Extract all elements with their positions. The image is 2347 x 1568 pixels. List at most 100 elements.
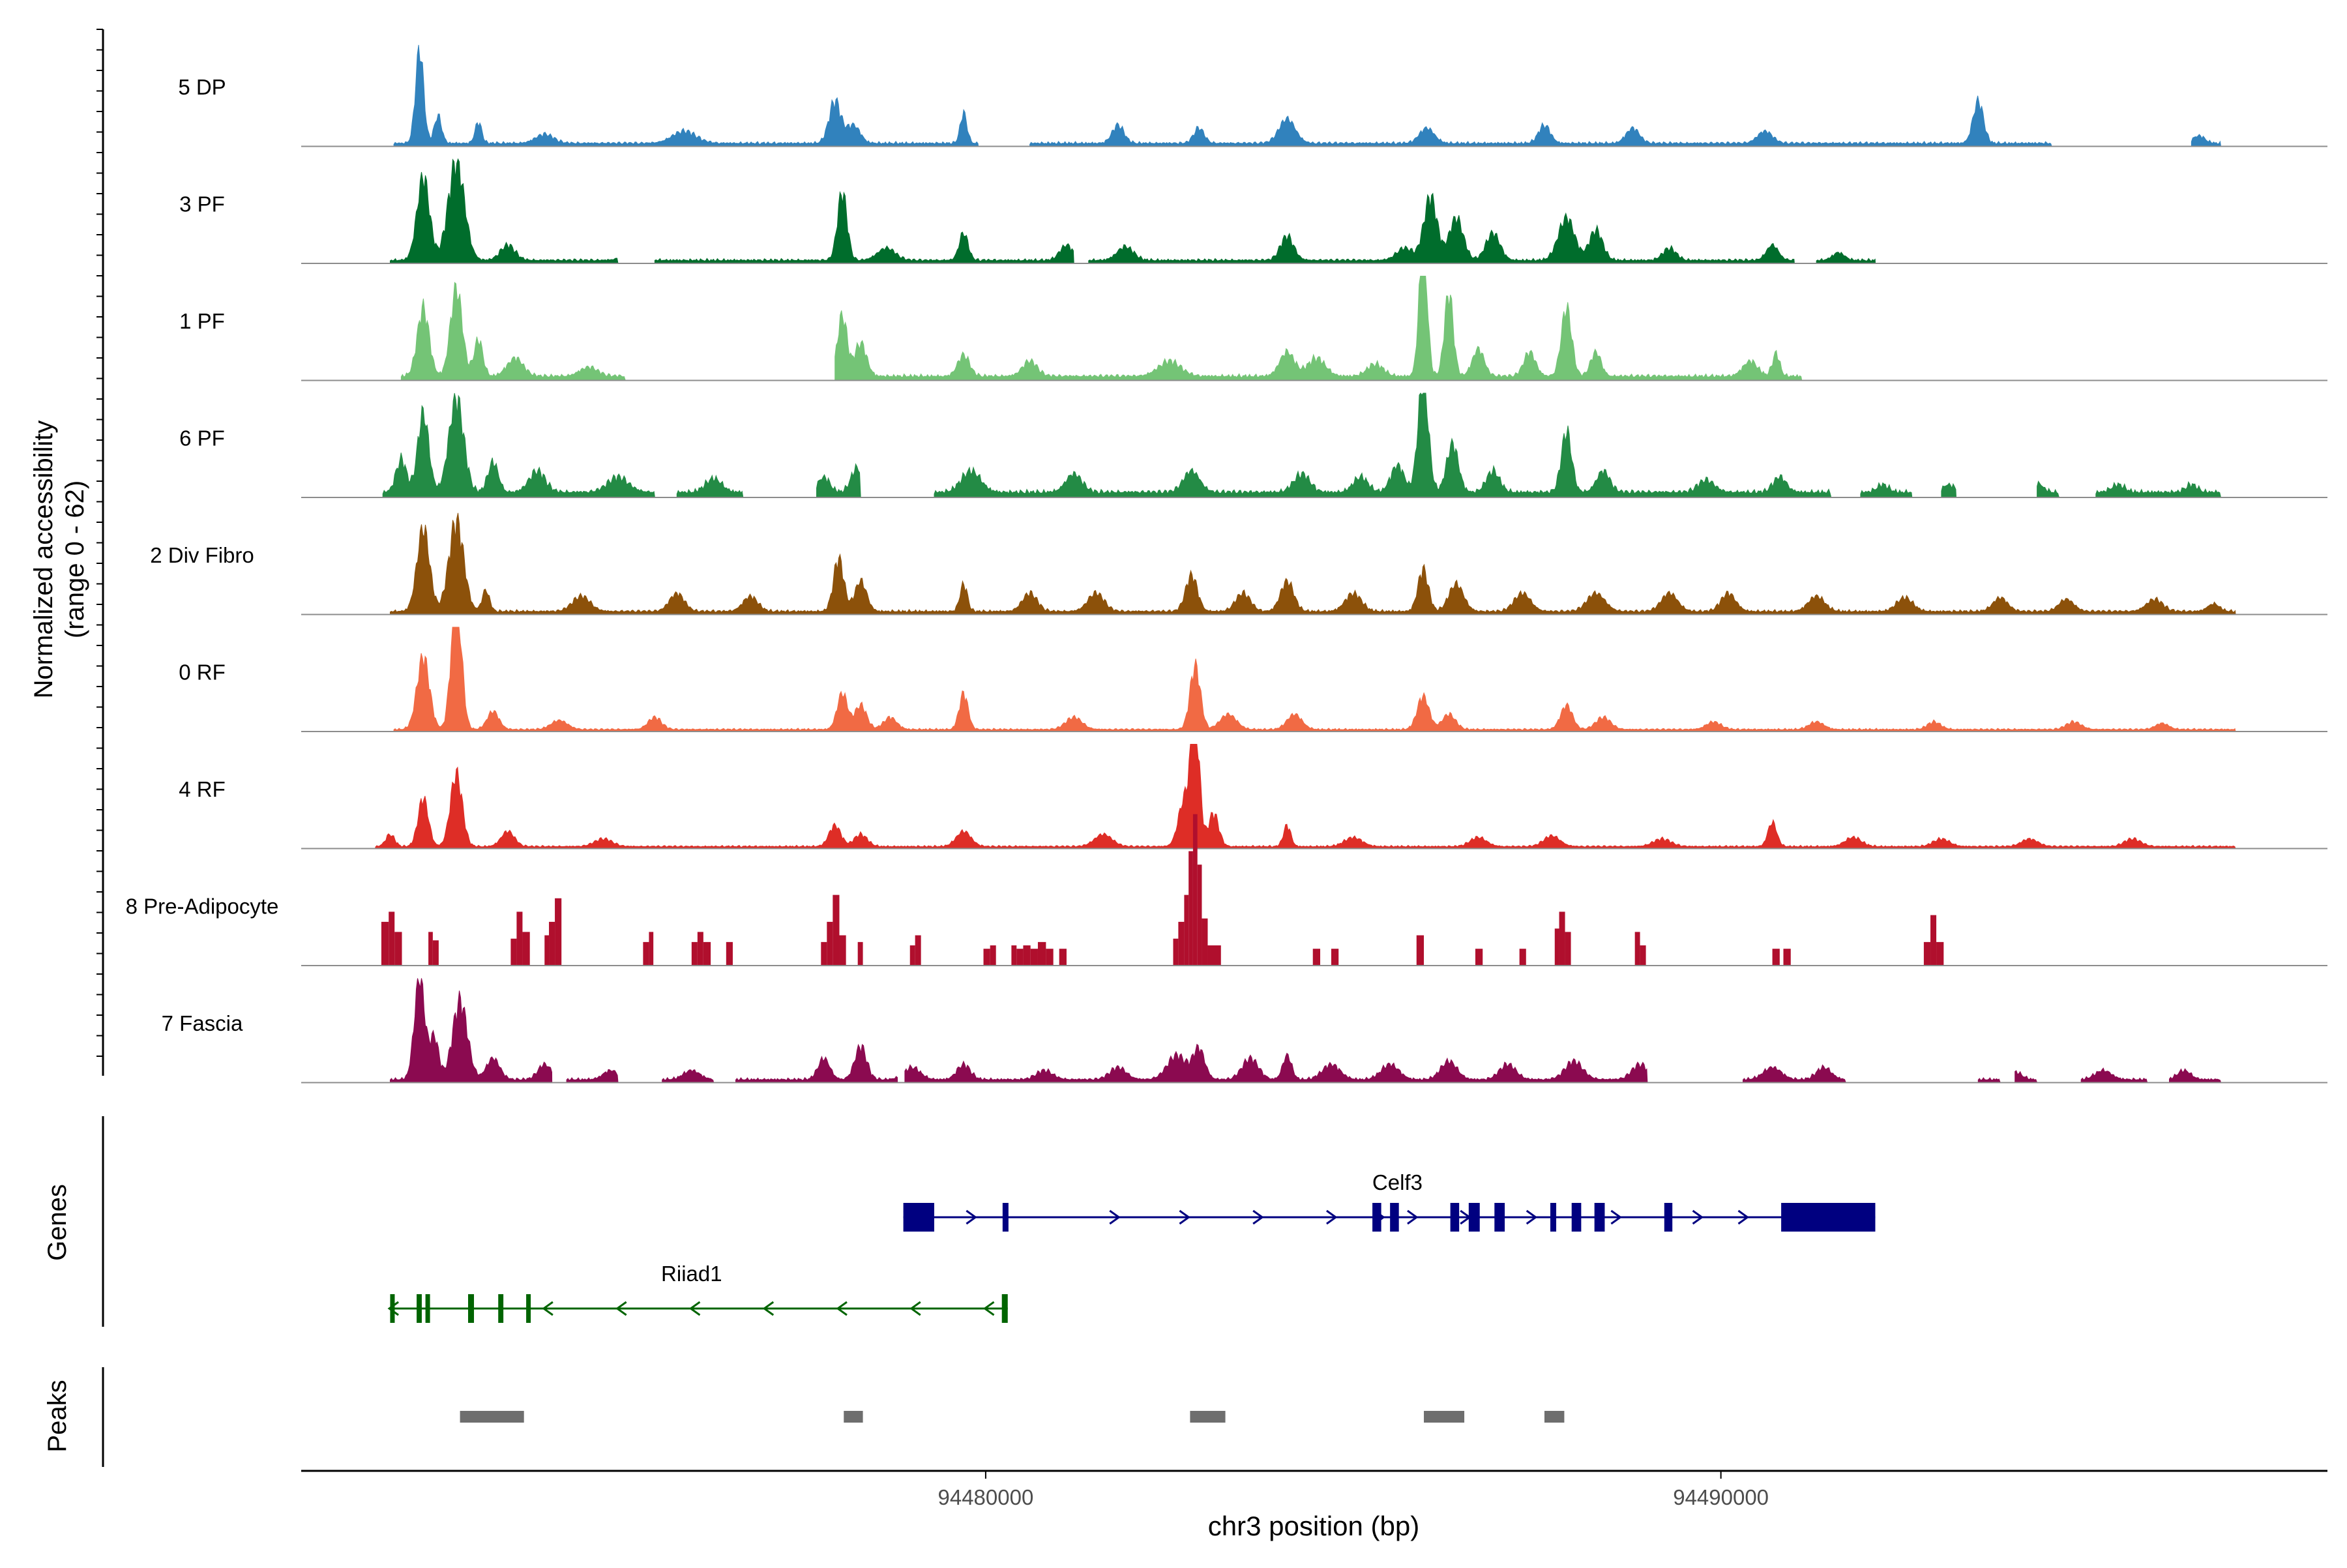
strand-arrow bbox=[615, 1301, 627, 1316]
gene-exon bbox=[1494, 1203, 1505, 1232]
coverage-bar bbox=[432, 940, 439, 966]
coverage-area bbox=[2169, 1068, 2222, 1083]
coverage-area bbox=[676, 474, 744, 498]
peak-track bbox=[460, 1411, 1565, 1423]
track-label: 6 PF bbox=[179, 426, 225, 451]
peak-region bbox=[844, 1411, 863, 1423]
coverage-bar bbox=[1936, 941, 1944, 966]
strand-arrow bbox=[1407, 1209, 1419, 1225]
gene-exon bbox=[1781, 1203, 1876, 1232]
coverage-track: 6 PF bbox=[179, 392, 2327, 498]
coverage-bar bbox=[1930, 915, 1937, 966]
strand-arrow bbox=[903, 1209, 915, 1225]
coverage-bar bbox=[1772, 949, 1780, 966]
gene-exon bbox=[1372, 1203, 1381, 1232]
coverage-bar bbox=[821, 941, 827, 966]
coverage-bar bbox=[549, 921, 555, 966]
coverage-bar bbox=[389, 911, 395, 966]
gene-exon bbox=[1468, 1203, 1480, 1232]
gene-exon bbox=[1002, 1203, 1009, 1232]
coverage-area bbox=[904, 1043, 1648, 1083]
track-label: 0 RF bbox=[179, 660, 226, 685]
coverage-area bbox=[2191, 134, 2222, 147]
gene-model: Riiad1 bbox=[387, 1262, 1008, 1323]
strand-arrow bbox=[688, 1301, 701, 1316]
coverage-bar bbox=[649, 932, 654, 966]
peak-region bbox=[1424, 1411, 1465, 1423]
x-tick-label: 94480000 bbox=[937, 1485, 1033, 1509]
coverage-area bbox=[566, 1069, 619, 1083]
coverage-bar bbox=[990, 945, 996, 966]
coverage-bar bbox=[544, 935, 550, 966]
coverage-area bbox=[1088, 192, 1795, 264]
strand-arrow bbox=[762, 1301, 775, 1316]
gene-exon bbox=[390, 1294, 395, 1323]
coverage-area bbox=[2095, 481, 2222, 498]
coverage-bar bbox=[909, 945, 915, 966]
coverage-track: 1 PF bbox=[179, 276, 2327, 381]
strand-arrow bbox=[1460, 1209, 1471, 1225]
gene-exon bbox=[467, 1294, 475, 1323]
coverage-area bbox=[1977, 1077, 2001, 1083]
y-axis bbox=[96, 29, 104, 1467]
coverage-area bbox=[934, 392, 1832, 498]
x-tick-label: 94490000 bbox=[1673, 1485, 1769, 1509]
strand-arrow bbox=[966, 1209, 977, 1225]
coverage-area bbox=[390, 978, 553, 1083]
coverage-bar bbox=[522, 932, 530, 966]
coverage-bar bbox=[1565, 932, 1571, 966]
strand-arrow bbox=[1692, 1209, 1704, 1225]
x-axis: 94480000 94490000 bbox=[301, 1470, 2327, 1509]
coverage-bar bbox=[394, 932, 402, 966]
strand-arrow bbox=[1109, 1209, 1121, 1225]
coverage-bar bbox=[516, 911, 523, 966]
coverage-bar bbox=[1416, 935, 1424, 966]
coverage-bar bbox=[1030, 949, 1038, 966]
coverage-bar bbox=[1783, 949, 1791, 966]
gene-exon bbox=[425, 1294, 430, 1323]
coverage-bar bbox=[1519, 949, 1526, 966]
track-label: 7 Fascia bbox=[162, 1011, 243, 1035]
coverage-area bbox=[375, 744, 2236, 849]
x-axis-title: chr3 position (bp) bbox=[1208, 1511, 1420, 1541]
coverage-bar bbox=[428, 932, 433, 966]
coverage-track: 3 PF bbox=[179, 158, 2327, 264]
coverage-area bbox=[1816, 252, 1876, 264]
strand-arrow bbox=[387, 1301, 399, 1316]
gene-exon bbox=[1571, 1203, 1582, 1232]
coverage-bar bbox=[983, 949, 990, 966]
strand-arrow bbox=[1326, 1209, 1338, 1225]
coverage-bar bbox=[1475, 949, 1483, 966]
gene-name: Riiad1 bbox=[661, 1262, 722, 1286]
coverage-bar bbox=[1202, 918, 1208, 966]
coverage-area bbox=[1029, 95, 2052, 147]
coverage-track: 4 RF bbox=[179, 744, 2327, 850]
coverage-track: 8 Pre-Adipocyte bbox=[126, 814, 2327, 966]
coverage-bar bbox=[1192, 814, 1198, 966]
coverage-track: 5 DP bbox=[178, 44, 2327, 147]
coverage-area bbox=[662, 1069, 715, 1083]
coverage-area bbox=[816, 463, 861, 498]
coverage-area bbox=[393, 44, 979, 147]
coverage-area bbox=[390, 512, 2236, 615]
coverage-bar bbox=[839, 935, 846, 966]
track-label: 4 RF bbox=[179, 777, 226, 801]
coverage-bar bbox=[691, 941, 698, 966]
track-label: 1 PF bbox=[179, 309, 225, 333]
coverage-area bbox=[2015, 1070, 2038, 1083]
coverage-bar bbox=[726, 941, 733, 966]
coverage-bar bbox=[697, 932, 703, 966]
coverage-bar bbox=[1559, 911, 1565, 966]
coverage-bar bbox=[1923, 941, 1931, 966]
strand-arrow bbox=[909, 1301, 921, 1316]
coverage-area bbox=[735, 1043, 898, 1083]
coverage-area bbox=[1860, 482, 1913, 498]
gene-name: Celf3 bbox=[1372, 1170, 1423, 1194]
coverage-bar bbox=[510, 938, 517, 966]
coverage-area bbox=[654, 190, 1074, 264]
coverage-area bbox=[834, 276, 1803, 381]
coverage-bar bbox=[1011, 945, 1017, 966]
gene-exon bbox=[526, 1294, 531, 1323]
